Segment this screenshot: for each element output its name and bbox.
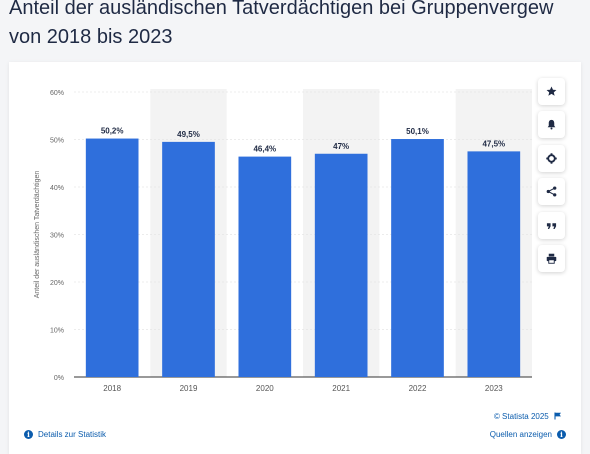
bar-chart: 0% 10% 20% 30% 40% 50% 60% 50,2% 2018 49,5% 2019 46… (34, 89, 532, 393)
info-icon: i (557, 430, 566, 439)
x-tick-label: 2020 (256, 384, 274, 393)
share-button[interactable] (538, 178, 565, 205)
x-tick-label: 2018 (103, 384, 121, 393)
info-icon: i (24, 430, 33, 439)
y-tick-label: 0% (54, 375, 64, 382)
notification-button[interactable] (538, 111, 565, 138)
x-tick-label: 2021 (332, 384, 350, 393)
settings-button[interactable] (538, 145, 565, 172)
sources-link[interactable]: Quellen anzeigen i (490, 430, 566, 439)
data-label: 50,2% (101, 127, 124, 136)
bar-2021 (314, 153, 368, 377)
bar-2018 (85, 138, 139, 377)
copyright-label[interactable]: © Statista 2025 (494, 412, 562, 421)
page-title-line-2: von 2018 bis 2023 (9, 26, 173, 48)
data-label: 50,1% (406, 127, 429, 136)
share-icon (546, 186, 557, 197)
details-link-label: Details zur Statistik (38, 430, 107, 439)
y-tick-label: 20% (50, 280, 64, 287)
data-label: 46,4% (253, 145, 276, 154)
favorite-button[interactable] (538, 78, 565, 105)
print-icon (546, 253, 557, 264)
star-icon (546, 86, 557, 96)
y-axis-title: Anteil der ausländischen Tatverdächtigen (34, 171, 41, 299)
chart-card: 0% 10% 20% 30% 40% 50% 60% 50,2% 2018 49,5% 2019 46… (9, 62, 581, 454)
x-tick-label: 2022 (409, 384, 427, 393)
y-tick-label: 50% (50, 138, 64, 145)
page-title: Anteil der ausländischen Tatverdächtigen… (9, 0, 590, 52)
cite-button[interactable] (538, 212, 565, 239)
flag-icon (554, 412, 561, 420)
page-title-line-1: Anteil der ausländischen Tatverdächtigen… (9, 0, 554, 19)
bar-2020 (238, 156, 292, 377)
bar-2019 (162, 141, 215, 377)
x-tick-label: 2023 (485, 384, 503, 393)
x-tick-label: 2019 (180, 384, 198, 393)
copyright-text: © Statista 2025 (493, 412, 549, 421)
details-link[interactable]: i Details zur Statistik (24, 430, 106, 439)
y-tick-label: 10% (50, 328, 64, 335)
data-label: 47,5% (482, 139, 505, 148)
y-tick-label: 60% (50, 90, 64, 97)
bar-2023 (467, 151, 521, 377)
print-button[interactable] (538, 245, 565, 272)
bar-2022 (391, 139, 444, 377)
data-label: 49,5% (177, 130, 200, 139)
data-label: 47% (333, 142, 349, 151)
y-tick-label: 30% (50, 233, 64, 240)
gear-icon (546, 153, 557, 164)
sources-link-label: Quellen anzeigen (489, 430, 552, 439)
y-tick-label: 40% (50, 185, 64, 192)
quote-icon (546, 223, 557, 229)
bell-icon (547, 119, 556, 130)
